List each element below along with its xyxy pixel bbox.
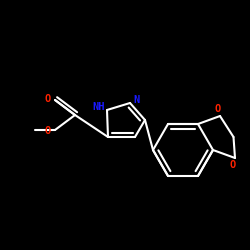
Text: O: O [215, 104, 221, 114]
Text: O: O [45, 126, 51, 136]
Text: O: O [230, 160, 236, 170]
Text: N: N [134, 95, 140, 105]
Text: NH: NH [93, 102, 105, 112]
Text: O: O [45, 94, 51, 104]
